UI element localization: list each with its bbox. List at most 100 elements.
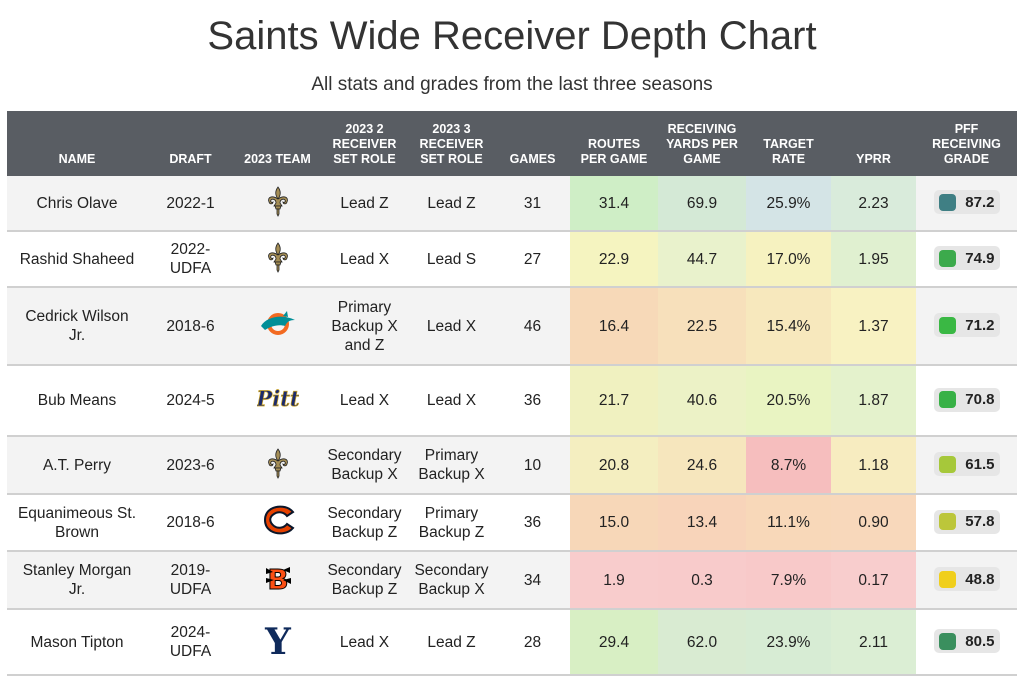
column-header-team: 2023 TEAM — [234, 111, 321, 176]
cell-yprr: 1.37 — [831, 287, 916, 366]
grade-cell: 61.5 — [916, 436, 1017, 495]
grade-cell: 57.8 — [916, 494, 1017, 552]
cell-target: 8.7% — [746, 436, 831, 495]
cell-draft: 2022-1 — [147, 176, 234, 232]
column-header-target: TARGET RATE — [746, 111, 831, 176]
cell-name: Bub Means — [7, 365, 147, 437]
cell-target: 25.9% — [746, 176, 831, 232]
grade-cell: 71.2 — [916, 287, 1017, 366]
cell-yprr: 1.18 — [831, 436, 916, 495]
cell-yprr: 0.90 — [831, 494, 916, 552]
cell-yards: 22.5 — [658, 287, 746, 366]
cell-routes: 22.9 — [570, 231, 658, 288]
grade-value: 71.2 — [965, 316, 995, 334]
cell-target: 17.0% — [746, 231, 831, 288]
team-logo-cell — [234, 494, 321, 552]
cell-games: 28 — [495, 609, 570, 676]
cell-draft: 2023-6 — [147, 436, 234, 495]
cell-routes: 29.4 — [570, 609, 658, 676]
cell-name: A.T. Perry — [7, 436, 147, 495]
cell-role3: Primary Backup X — [408, 436, 495, 495]
grade-badge: 74.9 — [933, 246, 1000, 271]
cell-name: Mason Tipton — [7, 609, 147, 676]
column-header-draft: DRAFT — [147, 111, 234, 176]
grade-badge: 61.5 — [933, 452, 1000, 477]
cell-games: 46 — [495, 287, 570, 366]
cell-role2: Lead X — [321, 231, 408, 288]
page-title: Saints Wide Receiver Depth Chart — [207, 14, 817, 58]
cell-games: 34 — [495, 551, 570, 610]
cell-routes: 15.0 — [570, 494, 658, 552]
cell-target: 23.9% — [746, 609, 831, 676]
team-logo-cell: Pitt — [234, 365, 321, 437]
cell-name: Stanley Morgan Jr. — [7, 551, 147, 610]
cell-draft: 2024-UDFA — [147, 609, 234, 676]
cell-yprr: 1.87 — [831, 365, 916, 437]
grade-color-swatch — [938, 316, 956, 334]
grade-badge: 48.8 — [933, 567, 1000, 592]
cell-yards: 62.0 — [658, 609, 746, 676]
table-row: Rashid Shaheed 2022-UDFA Lead X Lead S 27 22.… — [7, 231, 1017, 288]
depth-chart-table: NAME DRAFT 2023 TEAM 2023 2 RECEIVER SET RO… — [7, 111, 1017, 676]
cell-yards: 13.4 — [658, 494, 746, 552]
cell-yprr: 1.95 — [831, 231, 916, 288]
cell-routes: 31.4 — [570, 176, 658, 232]
cell-role3: Lead Z — [408, 176, 495, 232]
grade-value: 74.9 — [965, 249, 995, 267]
bengals-logo-icon: B — [257, 558, 299, 603]
column-header-routes: ROUTES PER GAME — [570, 111, 658, 176]
grade-value: 70.8 — [965, 391, 995, 409]
bears-logo-icon — [257, 500, 299, 545]
saints-logo-icon — [257, 237, 299, 282]
cell-role3: Secondary Backup X — [408, 551, 495, 610]
cell-name: Equanimeous St. Brown — [7, 494, 147, 552]
table-row: Bub Means 2024-5 Pitt Lead X Lead X 36 21.7 40.… — [7, 365, 1017, 437]
cell-role2: Lead Z — [321, 176, 408, 232]
grade-color-swatch — [938, 193, 956, 211]
cell-target: 7.9% — [746, 551, 831, 610]
cell-yprr: 2.23 — [831, 176, 916, 232]
cell-games: 31 — [495, 176, 570, 232]
cell-draft: 2018-6 — [147, 287, 234, 366]
cell-draft: 2019-UDFA — [147, 551, 234, 610]
cell-role3: Lead S — [408, 231, 495, 288]
cell-routes: 20.8 — [570, 436, 658, 495]
table-row: Stanley Morgan Jr. 2019-UDFA B Secondary Ba… — [7, 551, 1017, 610]
cell-draft: 2022-UDFA — [147, 231, 234, 288]
grade-cell: 80.5 — [916, 609, 1017, 676]
svg-text:Y: Y — [264, 621, 292, 660]
pitt-logo-icon: Pitt — [255, 378, 300, 423]
cell-games: 27 — [495, 231, 570, 288]
cell-role2: Secondary Backup Z — [321, 551, 408, 610]
team-logo-cell: B — [234, 551, 321, 610]
table-row: Chris Olave 2022-1 Lead Z Lead Z 31 31.4 69.9 2… — [7, 176, 1017, 232]
yale-logo-icon: Y — [257, 620, 299, 665]
column-header-games: GAMES — [495, 111, 570, 176]
cell-target: 20.5% — [746, 365, 831, 437]
column-header-role2: 2023 2 RECEIVER SET ROLE — [321, 111, 408, 176]
grade-value: 48.8 — [965, 570, 995, 588]
cell-yards: 24.6 — [658, 436, 746, 495]
grade-value: 87.2 — [965, 193, 995, 211]
grade-badge: 71.2 — [933, 313, 1000, 338]
column-header-yprr: YPRR — [831, 111, 916, 176]
cell-name: Rashid Shaheed — [7, 231, 147, 288]
saints-logo-icon — [257, 181, 299, 226]
cell-yards: 0.3 — [658, 551, 746, 610]
team-logo-cell — [234, 436, 321, 495]
cell-routes: 16.4 — [570, 287, 658, 366]
cell-yprr: 2.11 — [831, 609, 916, 676]
svg-text:Pitt: Pitt — [257, 386, 299, 411]
grade-value: 61.5 — [965, 455, 995, 473]
team-logo-cell — [234, 287, 321, 366]
cell-role2: Lead X — [321, 365, 408, 437]
cell-routes: 21.7 — [570, 365, 658, 437]
saints-logo-icon — [257, 443, 299, 488]
grade-color-swatch — [938, 391, 956, 409]
grade-value: 57.8 — [965, 513, 995, 531]
grade-cell: 70.8 — [916, 365, 1017, 437]
cell-yards: 40.6 — [658, 365, 746, 437]
cell-routes: 1.9 — [570, 551, 658, 610]
grade-color-swatch — [938, 455, 956, 473]
team-logo-cell — [234, 176, 321, 232]
